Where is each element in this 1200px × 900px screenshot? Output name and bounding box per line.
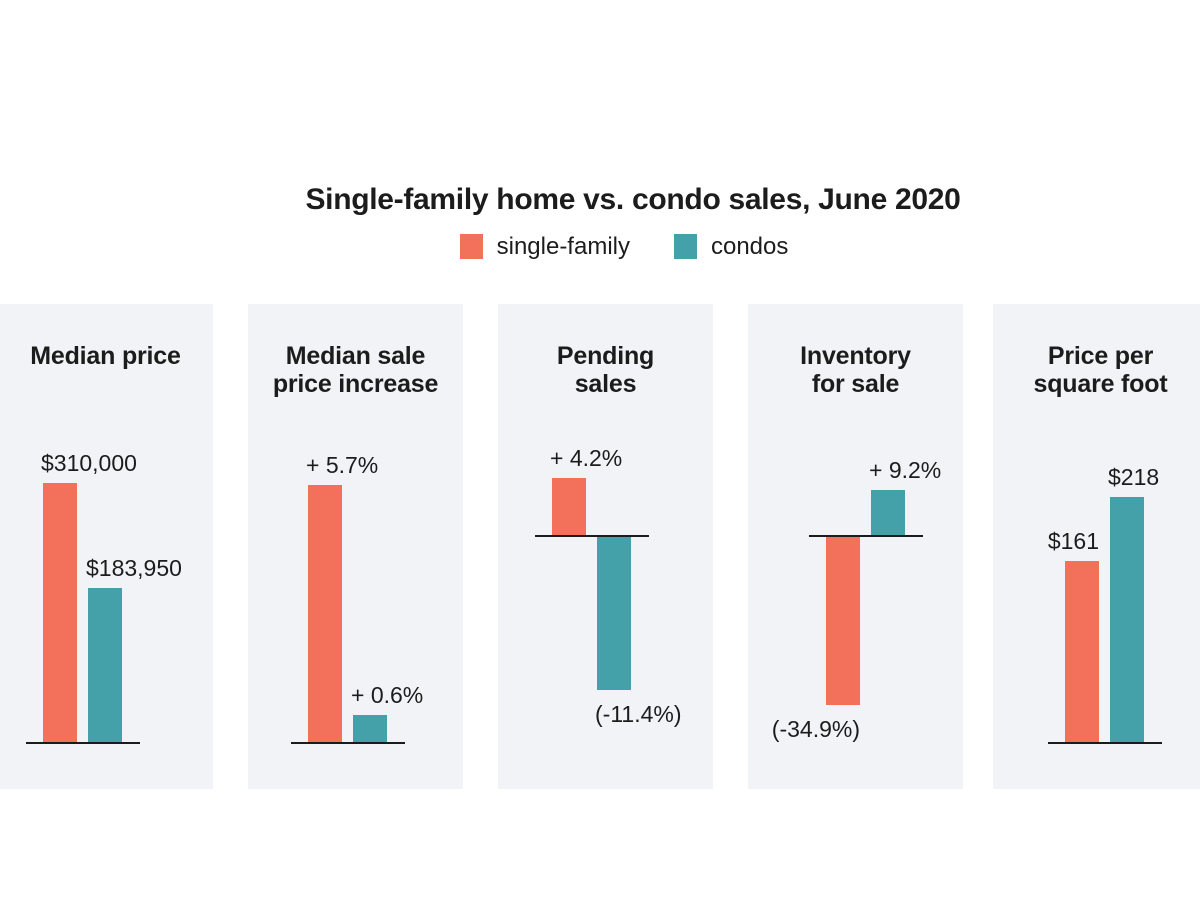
- metric-panel: Median price $310,000 $183,950: [0, 304, 213, 789]
- metric-panel: Pending sales + 4.2% (-11.4%): [498, 304, 713, 789]
- panel-title-line: Inventory: [800, 342, 911, 370]
- baseline-axis: [26, 742, 140, 744]
- bar-single-family: [43, 483, 77, 742]
- bar-condos: [353, 715, 387, 742]
- bar-single-family: [826, 535, 860, 705]
- bar-value-label: + 4.2%: [550, 445, 623, 471]
- bar-value-label: (-34.9%): [771, 716, 860, 742]
- panel-title-line: Pending: [556, 342, 655, 370]
- bar-condos: [871, 490, 905, 535]
- panel-title-line: Median price: [30, 342, 181, 370]
- metric-panel: Median sale price increase + 5.7% + 0.6%: [248, 304, 463, 789]
- baseline-axis: [1048, 742, 1162, 744]
- bar-value-label: $310,000: [41, 450, 137, 476]
- bar-value-label: $218: [1108, 464, 1160, 490]
- panel-title-line: square foot: [1033, 370, 1168, 398]
- bar-single-family: [308, 485, 342, 742]
- panel-title-line: Median sale: [285, 342, 426, 370]
- panel-title: Pending sales: [498, 342, 713, 398]
- legend-label: single-family: [496, 233, 630, 260]
- bar-value-label: + 5.7%: [306, 452, 379, 478]
- legend-item-condos: condos: [673, 233, 789, 260]
- legend: single-family condos: [24, 234, 1200, 259]
- panel-title-line: sales: [574, 370, 637, 398]
- bar-single-family: [552, 478, 586, 535]
- legend-item-single-family: single-family: [459, 233, 630, 260]
- bar-value-label: (-11.4%): [595, 701, 682, 727]
- panel-title-line: for sale: [811, 370, 900, 398]
- bar-condos: [1110, 497, 1144, 742]
- baseline-axis: [535, 535, 649, 537]
- panel-title-line: price increase: [272, 370, 439, 398]
- bar-single-family: [1065, 561, 1099, 742]
- panel-title-line: Price per: [1047, 342, 1154, 370]
- metric-panel: Inventory for sale (-34.9%) + 9.2%: [748, 304, 963, 789]
- panel-title: Median sale price increase: [248, 342, 463, 398]
- panel-title: Median price: [0, 342, 213, 370]
- panel-title: Inventory for sale: [748, 342, 963, 398]
- metric-panel: Price per square foot $161 $218: [993, 304, 1200, 789]
- bar-value-label: + 0.6%: [351, 682, 424, 708]
- chart-title: Single-family home vs. condo sales, June…: [305, 183, 961, 216]
- legend-swatch-single-family-icon: [459, 234, 483, 259]
- bar-condos: [597, 535, 631, 690]
- bar-value-label: $161: [1047, 528, 1099, 554]
- legend-swatch-condos-icon: [673, 234, 697, 259]
- baseline-axis: [291, 742, 405, 744]
- bar-value-label: + 9.2%: [869, 457, 942, 483]
- panel-title: Price per square foot: [993, 342, 1200, 398]
- bar-condos: [88, 588, 122, 742]
- bar-value-label: $183,950: [86, 555, 182, 581]
- legend-label: condos: [710, 233, 789, 260]
- baseline-axis: [809, 535, 923, 537]
